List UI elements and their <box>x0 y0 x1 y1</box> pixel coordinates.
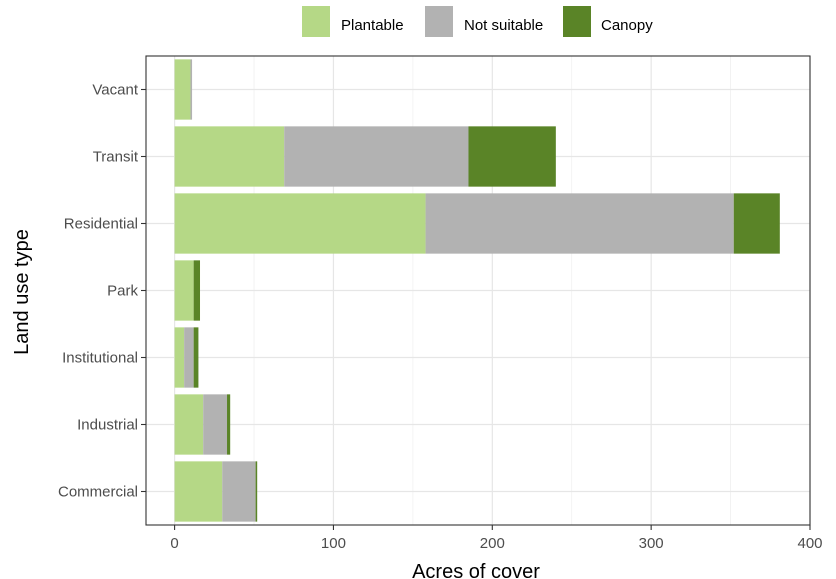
legend-label: Not suitable <box>464 17 543 34</box>
bar-transit-plantable <box>174 126 285 187</box>
bar-residential-canopy <box>733 193 780 254</box>
bar-residential-not-suitable <box>425 193 734 254</box>
bar-institutional-not-suitable <box>184 327 194 388</box>
legend-key-plantable <box>302 6 330 37</box>
bar-transit-canopy <box>468 126 556 187</box>
legend-label: Plantable <box>341 17 404 34</box>
y-tick-label: Commercial <box>58 484 138 501</box>
legend: Plantable Not suitable Canopy <box>302 6 653 37</box>
legend-label: Canopy <box>601 17 653 34</box>
y-tick-label: Residential <box>64 216 138 233</box>
y-tick-label: Transit <box>93 149 139 166</box>
bar-industrial-canopy <box>227 394 231 455</box>
y-tick-label: Park <box>107 283 138 300</box>
x-tick-label: 100 <box>321 535 346 552</box>
x-tick-label: 0 <box>170 535 178 552</box>
x-tick-label: 200 <box>480 535 505 552</box>
y-axis: Vacant Transit Residential Park Institutiona… <box>58 82 146 501</box>
bar-residential-plantable <box>174 193 426 254</box>
y-tick-label: Vacant <box>92 82 138 99</box>
bar-institutional-canopy <box>193 327 199 388</box>
x-tick-label: 300 <box>639 535 664 552</box>
bar-vacant-plantable <box>174 59 191 120</box>
y-tick-label: Institutional <box>62 350 138 367</box>
bar-institutional-plantable <box>174 327 185 388</box>
y-axis-title: Land use type <box>11 229 33 355</box>
x-tick-label: 400 <box>797 535 822 552</box>
bars <box>174 59 780 522</box>
y-tick-label: Industrial <box>77 417 138 434</box>
x-axis-title: Acres of cover <box>412 561 540 579</box>
legend-key-canopy <box>563 6 591 37</box>
bar-industrial-plantable <box>174 394 204 455</box>
bar-park-plantable <box>174 260 194 321</box>
bar-transit-not-suitable <box>284 126 469 187</box>
x-axis: 0 100 200 300 400 <box>170 525 823 552</box>
bar-industrial-not-suitable <box>203 394 228 455</box>
bar-park-canopy <box>193 260 201 321</box>
legend-key-not-suitable <box>425 6 453 37</box>
bar-commercial-plantable <box>174 461 223 522</box>
bar-commercial-not-suitable <box>222 461 256 522</box>
bar-commercial-canopy <box>255 461 258 522</box>
bar-vacant-not-suitable <box>190 59 193 120</box>
